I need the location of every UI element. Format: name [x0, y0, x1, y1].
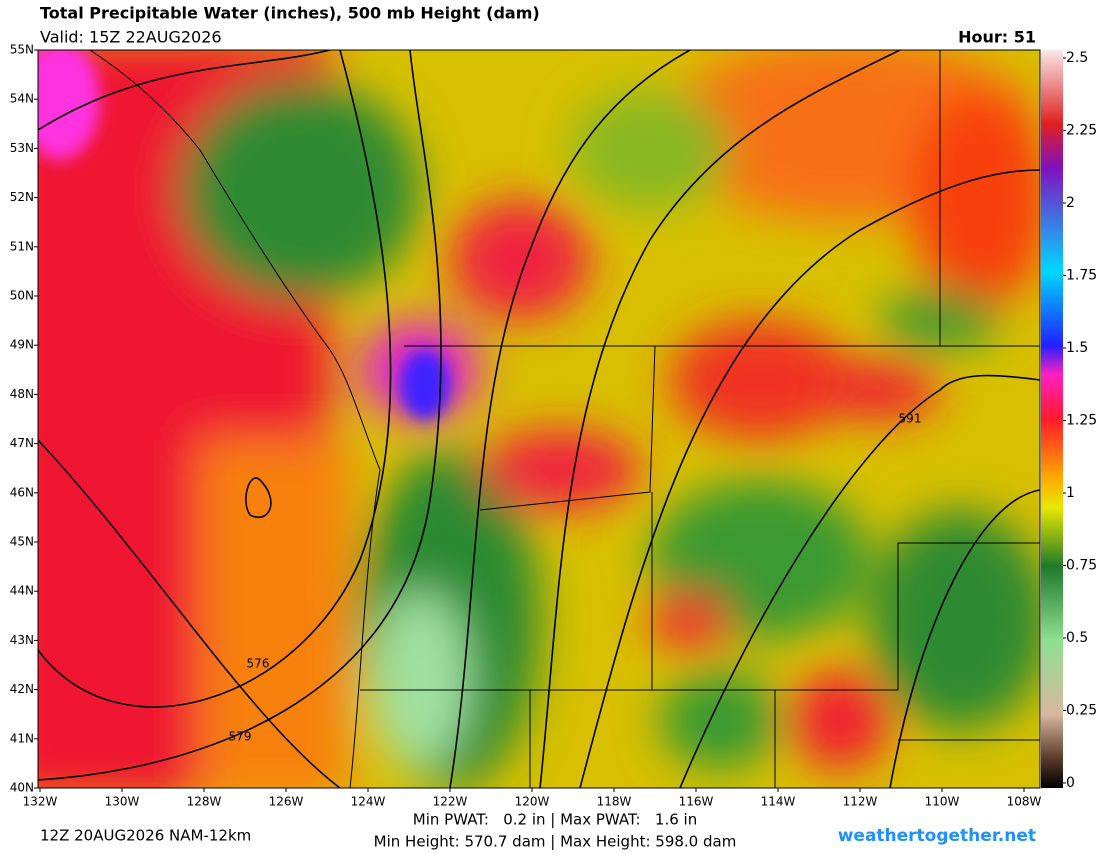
contour-label: 591: [899, 412, 922, 426]
pwat-range: Min PWAT: 0.2 in | Max PWAT: 1.6 in: [413, 811, 697, 829]
colorbar-tick-label: 1.5: [1066, 340, 1088, 356]
lat-label: 48N: [10, 387, 34, 401]
lat-label: 46N: [10, 485, 34, 499]
contour-label: 579: [229, 730, 252, 744]
lat-label: 52N: [10, 190, 34, 204]
colorbar-tick-label: 2.25: [1066, 123, 1097, 139]
lat-label: 42N: [10, 682, 34, 696]
colorbar-tick-label: 0.5: [1066, 630, 1088, 646]
colorbar-tick-label: 1: [1066, 485, 1075, 501]
lon-label: 110W: [925, 795, 960, 809]
lon-label: 118W: [597, 795, 632, 809]
lon-label: 120W: [515, 795, 550, 809]
model-run: 12Z 20AUG2026 NAM-12km: [40, 827, 251, 845]
lon-label: 124W: [351, 795, 386, 809]
colorbar-tick-label: 1.75: [1066, 268, 1097, 284]
lat-label: 51N: [10, 239, 34, 253]
lon-label: 112W: [843, 795, 878, 809]
lat-label: 45N: [10, 535, 34, 549]
contour-label: 576: [247, 657, 270, 671]
lat-label: 55N: [10, 43, 34, 57]
colorbar: [1041, 50, 1063, 788]
forecast-hour: Hour: 51: [958, 28, 1036, 47]
lat-label: 53N: [10, 141, 34, 155]
colorbar-tick-label: 2: [1066, 195, 1075, 211]
colorbar-tick-label: 2.5: [1066, 50, 1088, 66]
lon-label: 116W: [679, 795, 714, 809]
valid-time: Valid: 15Z 22AUG2026: [40, 28, 222, 47]
lat-label: 54N: [10, 92, 34, 106]
lon-label: 108W: [1007, 795, 1042, 809]
lat-label: 50N: [10, 289, 34, 303]
lat-label: 43N: [10, 633, 34, 647]
colorbar-tick-label: 1.25: [1066, 413, 1097, 429]
colorbar-tick-label: 0: [1066, 775, 1075, 791]
lat-label: 44N: [10, 584, 34, 598]
map-field: [38, 50, 1040, 788]
lat-label: 41N: [10, 731, 34, 745]
map-frame: [37, 49, 1041, 789]
lat-label: 49N: [10, 338, 34, 352]
title: Total Precipitable Water (inches), 500 m…: [40, 4, 540, 23]
lon-label: 132W: [23, 795, 58, 809]
lon-label: 126W: [269, 795, 304, 809]
lon-label: 128W: [187, 795, 222, 809]
lat-label: 47N: [10, 436, 34, 450]
height-range: Min Height: 570.7 dam | Max Height: 598.…: [374, 833, 737, 851]
colorbar-tick-label: 0.25: [1066, 703, 1097, 719]
lon-label: 114W: [761, 795, 796, 809]
colorbar-tick-label: 0.75: [1066, 558, 1097, 574]
site-name: weathertogether.net: [838, 826, 1036, 846]
lon-label: 122W: [433, 795, 468, 809]
lon-label: 130W: [105, 795, 140, 809]
lat-label: 40N: [10, 781, 34, 795]
